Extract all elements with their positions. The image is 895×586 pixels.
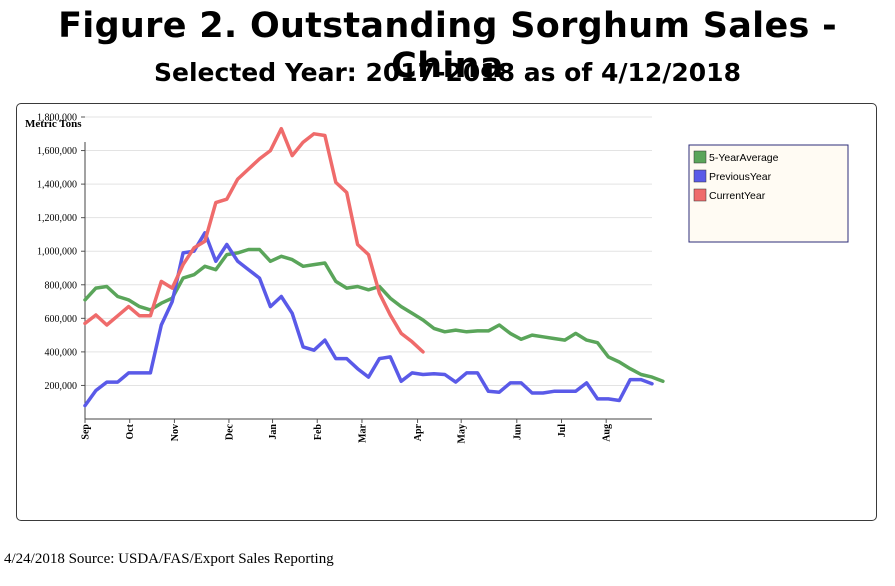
legend-swatch: [693, 188, 707, 202]
y-tick-label: 800,000: [45, 280, 78, 291]
y-tick-label: 1,200,000: [37, 213, 77, 224]
y-tick-label: 1,000,000: [37, 247, 77, 258]
y-tick-label: 200,000: [45, 381, 78, 392]
x-tick-label: Oct: [125, 423, 136, 439]
series-group: [83, 126, 665, 408]
y-tick-label: 400,000: [45, 347, 78, 358]
y-tick-label: 1,800,000: [37, 113, 77, 124]
line-chart: Metric Tons 200,000 400,000 600,000 800,000…: [25, 113, 849, 443]
x-tick-label: Mar: [357, 423, 368, 442]
chart-subtitle: Selected Year: 2017-2018 as of 4/12/2018: [154, 58, 741, 87]
y-axis-label: Metric Tons: [25, 118, 82, 130]
x-tick-label: Dec: [224, 423, 235, 440]
x-tick-label: May: [457, 424, 468, 443]
series-line-CurrentYear: [83, 126, 425, 354]
axes: 200,000 400,000 600,000 800,000 1,000,000 1,2…: [37, 113, 652, 443]
legend-label: 5-YearAverage: [709, 152, 779, 164]
x-tick-label: Nov: [170, 424, 181, 441]
y-tick-label: 1,600,000: [37, 146, 77, 157]
legend: 5-YearAverage PreviousYear CurrentYear: [688, 144, 849, 243]
series-line-5-YearAverage: [83, 247, 665, 384]
x-tick-label: Jun: [512, 424, 523, 441]
legend-swatch: [693, 169, 707, 183]
x-tick-label: Apr: [413, 423, 424, 441]
y-tick-label: 1,400,000: [37, 180, 77, 191]
grid-lines: [85, 116, 652, 386]
chart-title: Figure 2. Outstanding Sorghum Sales - Ch…: [58, 6, 837, 86]
chart-frame: Metric Tons 200,000 400,000 600,000 800,000…: [16, 103, 877, 521]
source-footnote: 4/24/2018 Source: USDA/FAS/Export Sales …: [4, 551, 334, 567]
legend-label: PreviousYear: [709, 171, 772, 183]
x-tick-label: Aug: [602, 424, 613, 442]
x-tick-label: Feb: [313, 424, 324, 441]
x-tick-label: Jul: [557, 424, 568, 438]
y-tick-label: 600,000: [45, 314, 78, 325]
legend-label: CurrentYear: [709, 190, 766, 202]
x-tick-label: Jan: [268, 424, 279, 440]
legend-box: [688, 144, 849, 243]
x-tick-label: Sep: [81, 424, 92, 440]
legend-swatch: [693, 150, 707, 164]
